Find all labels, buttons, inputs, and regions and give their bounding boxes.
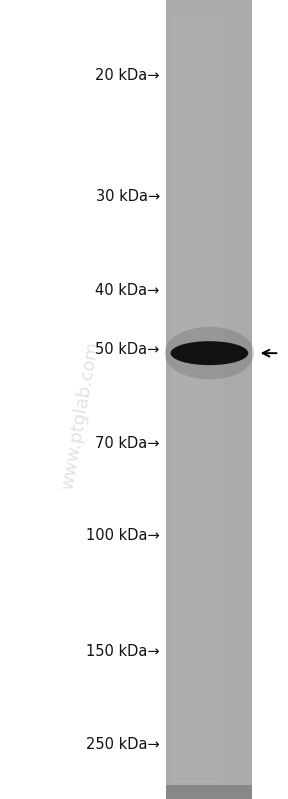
Bar — [166, 785, 252, 799]
Text: 30 kDa→: 30 kDa→ — [96, 189, 160, 204]
Ellipse shape — [165, 327, 254, 380]
Text: 40 kDa→: 40 kDa→ — [95, 283, 160, 297]
Text: 250 kDa→: 250 kDa→ — [86, 737, 160, 752]
Ellipse shape — [170, 341, 248, 365]
Text: 150 kDa→: 150 kDa→ — [86, 644, 160, 658]
Text: 50 kDa→: 50 kDa→ — [95, 343, 160, 357]
Bar — [171, 16, 223, 783]
Text: 70 kDa→: 70 kDa→ — [95, 436, 160, 451]
Text: 100 kDa→: 100 kDa→ — [86, 528, 160, 543]
Bar — [166, 0, 252, 799]
Text: www.ptglab.com: www.ptglab.com — [59, 340, 103, 491]
Text: 20 kDa→: 20 kDa→ — [95, 68, 160, 82]
